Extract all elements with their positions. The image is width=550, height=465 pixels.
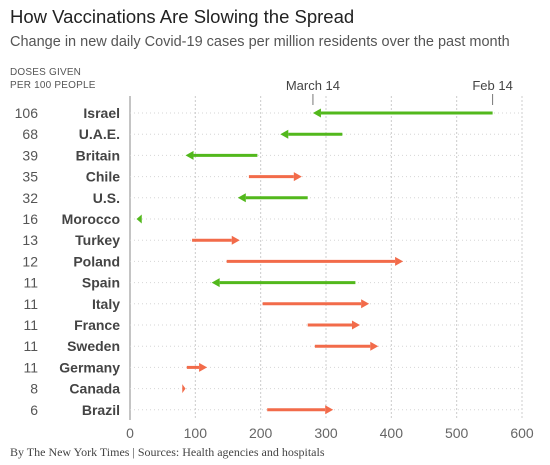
doses-value: 68 — [22, 126, 38, 142]
arrow-head — [280, 129, 289, 139]
doses-value: 32 — [22, 190, 38, 206]
country-label: Morocco — [62, 211, 120, 227]
country-label: U.S. — [93, 190, 120, 206]
country-label: Turkey — [75, 232, 120, 248]
arrow-head — [325, 405, 334, 415]
doses-value: 106 — [15, 105, 39, 121]
grid-lines — [129, 96, 523, 420]
x-axis-ticks: 0 100 200 300 400 500 600 — [126, 425, 534, 441]
chart-subtitle: Change in new daily Covid-19 cases per m… — [10, 34, 510, 50]
doses-heading-line-2: PER 100 PEOPLE — [10, 80, 96, 91]
country-label: Chile — [86, 169, 120, 185]
arrow-head — [293, 172, 302, 182]
arrow-head — [185, 150, 194, 160]
country-label: U.A.E. — [79, 126, 120, 142]
arrow-head — [312, 108, 321, 118]
chart-title: How Vaccinations Are Slowing the Spread — [10, 6, 355, 27]
country-label: France — [74, 317, 120, 333]
country-label: Israel — [83, 105, 120, 121]
arrow-head — [136, 214, 142, 224]
doses-column-heading: DOSES GIVEN PER 100 PEOPLE — [10, 66, 96, 92]
date-annotation-label: Feb 14 — [472, 78, 512, 93]
doses-value: 13 — [22, 232, 38, 248]
arrow-head — [237, 193, 246, 203]
country-label: Sweden — [67, 338, 120, 354]
arrow-head — [211, 278, 220, 288]
doses-value: 8 — [30, 381, 38, 397]
country-label: Germany — [59, 359, 120, 375]
arrow-head — [361, 299, 370, 309]
doses-value: 11 — [23, 275, 38, 291]
doses-value: 11 — [23, 359, 38, 375]
arrow-head — [199, 362, 208, 372]
x-tick-label: 600 — [510, 425, 534, 441]
x-tick-label: 500 — [445, 425, 469, 441]
x-tick-label: 100 — [184, 425, 208, 441]
country-label: Brazil — [82, 402, 120, 418]
doses-heading-line-1: DOSES GIVEN — [10, 67, 82, 78]
country-label: Britain — [76, 147, 120, 163]
doses-value: 11 — [23, 317, 38, 333]
doses-value: 12 — [22, 253, 38, 269]
country-label: Poland — [73, 253, 120, 269]
arrow-head — [351, 320, 360, 330]
date-annotations: March 14 Feb 14 — [286, 78, 513, 105]
country-label: Spain — [82, 275, 120, 291]
source-note: By The New York Times | Sources: Health … — [10, 445, 325, 459]
x-tick-label: 200 — [249, 425, 273, 441]
x-tick-label: 0 — [126, 425, 134, 441]
country-label: Canada — [69, 381, 120, 397]
arrow-head — [370, 341, 379, 351]
arrows — [136, 108, 493, 415]
doses-value: 6 — [30, 402, 38, 418]
arrow-head — [395, 256, 404, 266]
arrow-head — [182, 384, 186, 394]
date-annotation-label: March 14 — [286, 78, 340, 93]
x-tick-label: 300 — [314, 425, 338, 441]
doses-value: 39 — [22, 147, 38, 163]
country-label: Italy — [92, 296, 120, 312]
doses-value: 11 — [23, 338, 38, 354]
x-tick-label: 400 — [380, 425, 404, 441]
doses-value: 16 — [22, 211, 38, 227]
doses-value: 35 — [22, 169, 38, 185]
arrow-head — [231, 235, 240, 245]
doses-value: 11 — [23, 296, 38, 312]
